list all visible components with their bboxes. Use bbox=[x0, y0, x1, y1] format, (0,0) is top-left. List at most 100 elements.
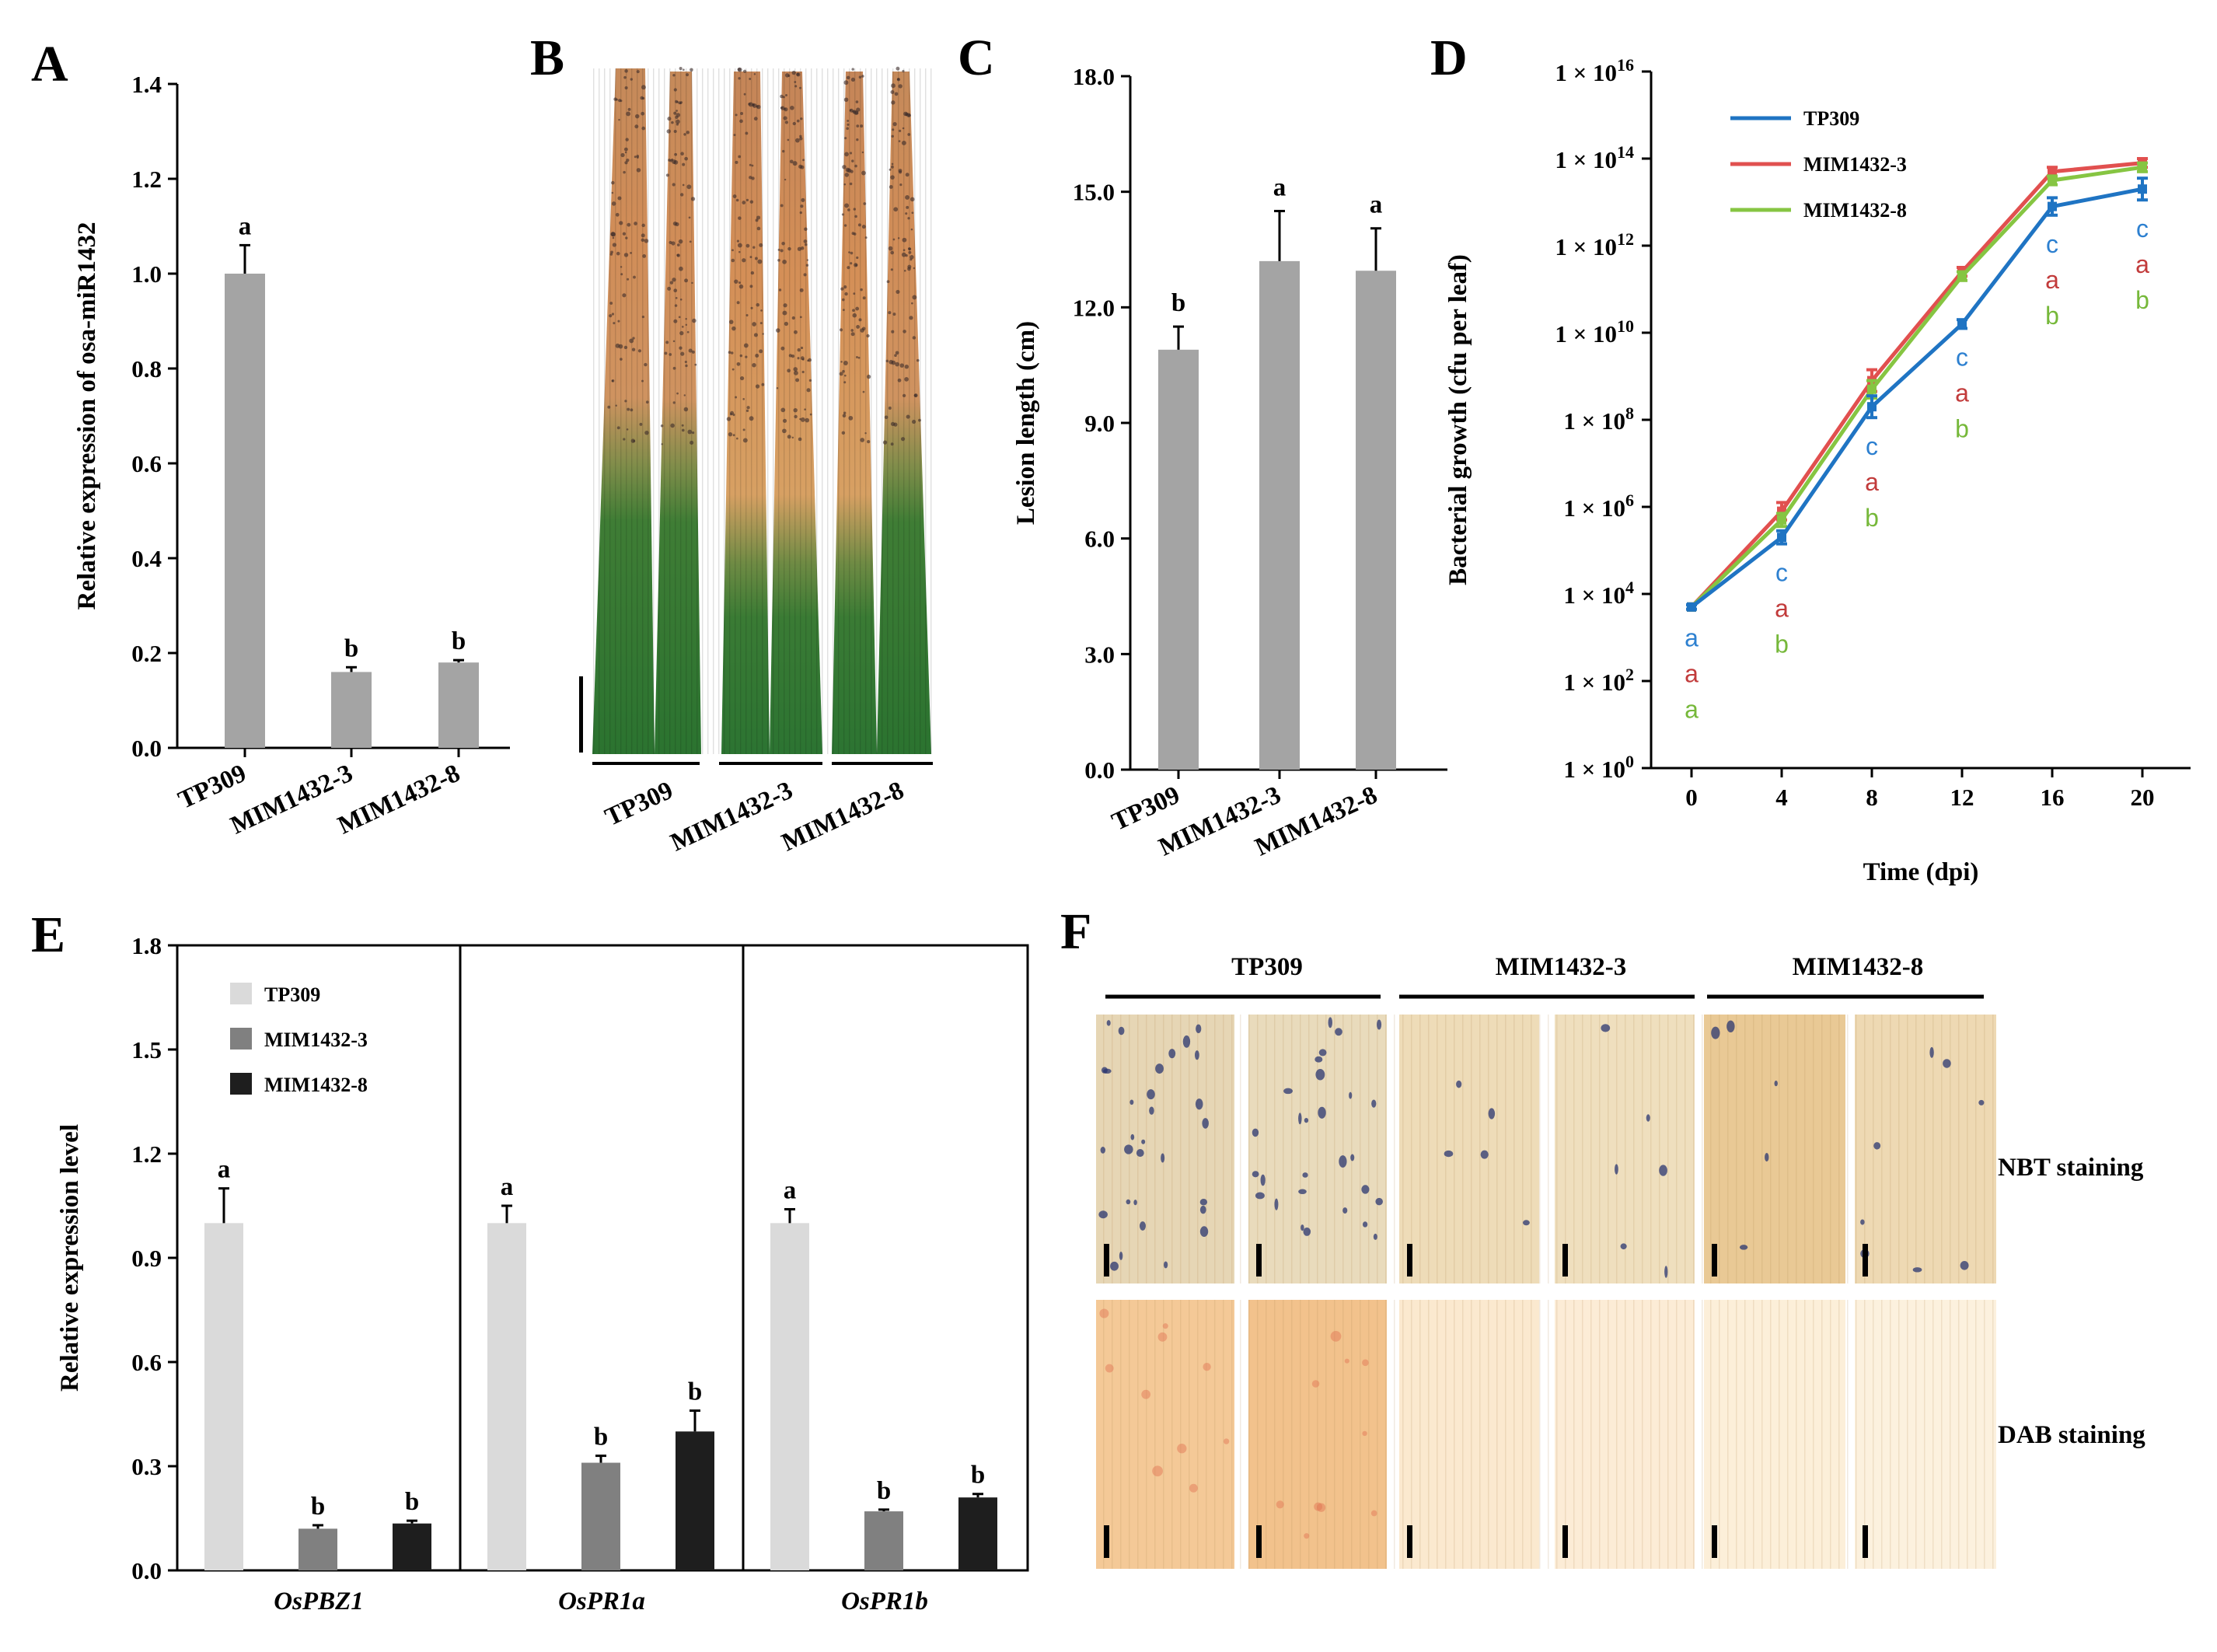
scale-bar-f bbox=[1562, 1525, 1568, 1558]
data-point-d bbox=[2048, 176, 2057, 185]
y-tick-label-a: 0.2 bbox=[131, 640, 162, 667]
photo-f-label-mim3: MIM1432-3 bbox=[1496, 953, 1627, 981]
chart-a: 0.0 0.2 0.4 0.6 0.8 1.0 1.2 1.4 a TP309 b MIM1432-3… bbox=[73, 71, 510, 840]
group-label-e-3: OsPR1b bbox=[841, 1587, 928, 1615]
y-tick-label-d: 1 × 1012 bbox=[1555, 229, 1634, 260]
y-tick-label-a: 0.0 bbox=[131, 735, 162, 762]
sig-letter-d: a bbox=[1685, 696, 1699, 724]
y-tick-label-d: 1 × 100 bbox=[1563, 752, 1634, 783]
y-tick-label-e: 0.0 bbox=[131, 1557, 162, 1584]
group-label-e-1: OsPBZ1 bbox=[274, 1587, 364, 1615]
x-tick-label-a: MIM1432-3 bbox=[226, 760, 357, 840]
sig-letter-d: b bbox=[2135, 286, 2149, 314]
bar-a-1 bbox=[225, 274, 265, 748]
legend-label-d-2: MIM1432-3 bbox=[1803, 153, 1907, 176]
scale-bar-f bbox=[1407, 1525, 1412, 1558]
series-line-2 bbox=[1690, 161, 2143, 609]
sig-letter-d: c bbox=[1866, 432, 1878, 460]
y-tick-label-c: 18.0 bbox=[1073, 63, 1115, 90]
panel-label-f: F bbox=[1060, 903, 1091, 960]
sig-letter-d: c bbox=[2046, 230, 2058, 258]
sig-letter-e: b bbox=[594, 1423, 608, 1451]
bar-e-OsPBZ1-1 bbox=[204, 1223, 243, 1570]
x-tick-label-d: 8 bbox=[1866, 784, 1878, 811]
panel-label-c: C bbox=[958, 30, 995, 86]
sig-letter-d: b bbox=[1955, 414, 1969, 442]
y-tick-label-a: 1.2 bbox=[131, 166, 162, 193]
data-point-d bbox=[1777, 533, 1786, 543]
y-tick-label-c: 12.0 bbox=[1073, 294, 1115, 321]
legend-label-d-1: TP309 bbox=[1803, 107, 1859, 130]
scale-bar-f bbox=[1256, 1525, 1262, 1558]
bar-e-OsPR1a-2 bbox=[581, 1462, 620, 1570]
legend-label-e-2: MIM1432-3 bbox=[264, 1029, 368, 1051]
scale-bar-f bbox=[1256, 1244, 1262, 1277]
bar-e-OsPR1a-1 bbox=[487, 1223, 526, 1570]
sig-letter-d: b bbox=[1865, 504, 1879, 532]
y-tick-label-a: 1.0 bbox=[131, 260, 162, 288]
sig-letter-d: c bbox=[2136, 215, 2149, 243]
y-tick-label-d: 1 × 1014 bbox=[1555, 142, 1634, 173]
chart-e: 0.0 0.3 0.6 0.9 1.2 1.5 1.8 Relative expression… bbox=[56, 932, 1029, 1615]
row-label-dab: DAB staining bbox=[1998, 1421, 2145, 1449]
bar-e-OsPR1b-3 bbox=[958, 1497, 997, 1570]
sig-letter-d: a bbox=[2135, 250, 2149, 278]
sig-letter-e: a bbox=[218, 1156, 231, 1184]
scale-bar-f bbox=[1712, 1244, 1717, 1277]
bar-e-OsPBZ1-3 bbox=[393, 1523, 431, 1570]
sig-letter-c: b bbox=[1171, 289, 1185, 317]
y-tick-label-c: 0.0 bbox=[1084, 756, 1115, 784]
y-tick-label-e: 1.8 bbox=[131, 932, 162, 959]
sig-letter-e: b bbox=[971, 1462, 985, 1490]
legend-label-e-1: TP309 bbox=[264, 983, 320, 1006]
y-tick-label-c: 15.0 bbox=[1073, 179, 1115, 206]
x-tick-label-d: 4 bbox=[1775, 784, 1788, 811]
sig-letter-d: c bbox=[1775, 559, 1788, 587]
scale-bar-f bbox=[1863, 1525, 1868, 1558]
bar-a-2 bbox=[331, 672, 372, 748]
sig-letter-d: a bbox=[1685, 660, 1699, 688]
chart-d: 1 × 100 1 × 102 1 × 104 1 × 106 1 × 108 1 × 1… bbox=[1444, 55, 2191, 886]
bar-c-3 bbox=[1356, 271, 1396, 770]
photo-b-label-mim3: MIM1432-3 bbox=[666, 777, 797, 857]
legend-label-d-3: MIM1432-8 bbox=[1803, 199, 1907, 222]
y-tick-label-d: 1 × 108 bbox=[1563, 403, 1634, 435]
photo-f-label-mim8: MIM1432-8 bbox=[1793, 953, 1924, 981]
scale-bar-f bbox=[1863, 1244, 1868, 1277]
y-tick-label-e: 0.9 bbox=[131, 1245, 162, 1272]
x-axis-label-d: Time (dpi) bbox=[1863, 858, 1979, 886]
y-tick-label-e: 0.6 bbox=[131, 1349, 162, 1376]
sig-letter-d: c bbox=[1956, 343, 1968, 371]
data-point-d bbox=[1687, 602, 1696, 612]
sig-letter-e: a bbox=[501, 1173, 514, 1201]
x-tick-label-d: 20 bbox=[2131, 784, 2155, 811]
y-tick-label-a: 1.4 bbox=[131, 71, 162, 98]
chart-c: 0.03.06.09.012.015.018.0bTP309aMIM1432-3… bbox=[1012, 63, 1447, 862]
x-tick-label-d: 12 bbox=[1950, 784, 1974, 811]
sig-letter-d: a bbox=[1775, 595, 1789, 623]
data-point-d bbox=[1957, 319, 1967, 329]
legend-swatch-e-2 bbox=[230, 1028, 252, 1050]
sig-letter-e: b bbox=[311, 1493, 325, 1521]
x-tick-label-d: 16 bbox=[2041, 784, 2065, 811]
series-line-3 bbox=[1690, 165, 2143, 609]
sig-letter-c: a bbox=[1273, 173, 1287, 201]
sig-letter-e: b bbox=[877, 1477, 891, 1505]
y-tick-label-a: 0.6 bbox=[131, 450, 162, 477]
x-tick-label-d: 0 bbox=[1685, 784, 1698, 811]
data-point-d bbox=[1867, 384, 1877, 394]
data-point-d bbox=[2138, 184, 2147, 194]
data-point-d bbox=[2138, 162, 2147, 173]
sig-letter-e: b bbox=[405, 1488, 419, 1516]
bar-e-OsPR1b-2 bbox=[864, 1511, 903, 1570]
scale-bar-f bbox=[1104, 1244, 1109, 1277]
y-tick-label-e: 1.5 bbox=[131, 1036, 162, 1063]
sig-letter-e: b bbox=[688, 1378, 702, 1406]
x-tick-label-a: TP309 bbox=[174, 760, 250, 815]
row-label-nbt: NBT staining bbox=[1998, 1154, 2144, 1182]
sig-letter-c: a bbox=[1370, 191, 1383, 219]
y-tick-label-d: 1 × 1010 bbox=[1555, 316, 1634, 348]
bar-c-2 bbox=[1259, 260, 1300, 770]
y-tick-label-e: 0.3 bbox=[131, 1453, 162, 1480]
y-tick-label-c: 3.0 bbox=[1084, 641, 1115, 668]
